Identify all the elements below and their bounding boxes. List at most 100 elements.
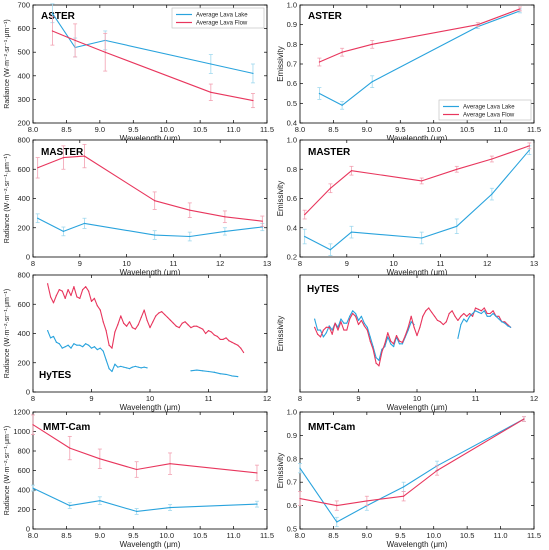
y-tick-label: 0.8 bbox=[287, 454, 297, 463]
data-point bbox=[225, 337, 227, 339]
data-point bbox=[349, 318, 351, 320]
y-tick-label: 0.6 bbox=[287, 501, 297, 510]
plot-frame bbox=[299, 411, 535, 530]
data-point bbox=[137, 324, 139, 326]
data-point bbox=[436, 319, 439, 322]
data-point bbox=[169, 319, 172, 321]
data-point bbox=[131, 327, 134, 329]
data-point bbox=[474, 310, 477, 312]
data-point bbox=[331, 329, 333, 331]
data-point bbox=[395, 334, 398, 337]
panel-title: HyTES bbox=[307, 284, 340, 295]
data-point bbox=[136, 510, 138, 513]
data-point bbox=[421, 180, 423, 182]
x-axis-label: Wavelength (μm) bbox=[387, 403, 448, 412]
data-point bbox=[117, 324, 119, 326]
data-point bbox=[120, 315, 122, 317]
data-point bbox=[69, 505, 71, 507]
data-point bbox=[341, 51, 343, 53]
x-axis-label: Wavelength (μm) bbox=[120, 134, 181, 143]
y-tick-label: 700 bbox=[17, 1, 30, 10]
data-point bbox=[83, 222, 86, 224]
data-point bbox=[314, 326, 316, 328]
data-point bbox=[85, 343, 87, 345]
data-point bbox=[234, 343, 236, 345]
data-point bbox=[350, 231, 353, 233]
x-tick-label: 8 bbox=[31, 259, 35, 268]
legend-box bbox=[438, 99, 532, 121]
data-point bbox=[134, 365, 136, 368]
data-point bbox=[299, 497, 301, 500]
data-point bbox=[489, 312, 491, 315]
data-point bbox=[460, 323, 462, 326]
x-tick-label: 8.5 bbox=[61, 531, 71, 540]
x-tick-label: 12 bbox=[530, 394, 538, 403]
y-axis-label: Emissivity bbox=[276, 316, 285, 352]
data-point bbox=[366, 329, 368, 331]
data-point bbox=[492, 312, 494, 315]
data-point bbox=[111, 370, 113, 373]
series-lake bbox=[35, 213, 265, 242]
x-tick-label: 9 bbox=[78, 259, 82, 268]
x-tick-label: 8.5 bbox=[328, 125, 338, 134]
y-tick-label: 0.8 bbox=[287, 165, 297, 174]
y-tick-label: 600 bbox=[17, 466, 30, 475]
data-point bbox=[140, 316, 142, 319]
data-point bbox=[52, 335, 55, 338]
x-tick-label: 13 bbox=[263, 259, 271, 268]
data-point bbox=[483, 310, 485, 312]
y-tick-label: 600 bbox=[17, 300, 30, 309]
data-point bbox=[523, 418, 525, 420]
data-point bbox=[189, 209, 191, 211]
x-tick-label: 10 bbox=[389, 259, 397, 268]
data-point bbox=[256, 472, 258, 474]
plot-frame bbox=[299, 274, 535, 393]
y-tick-label: 0 bbox=[26, 525, 30, 534]
x-tick-label: 10 bbox=[122, 259, 130, 268]
data-point bbox=[457, 319, 459, 322]
x-tick-label: 11 bbox=[472, 394, 480, 403]
data-point bbox=[393, 345, 395, 348]
data-point bbox=[477, 308, 480, 311]
data-point bbox=[337, 329, 339, 331]
y-tick-label: 200 bbox=[17, 505, 30, 514]
x-tick-label: 10.5 bbox=[193, 531, 208, 540]
data-point bbox=[32, 487, 34, 489]
chart-panel-6: 8 9 10 11 12 Wavelength (μm) Emissivity HyTES bbox=[276, 274, 538, 412]
data-point bbox=[169, 463, 171, 465]
data-point bbox=[316, 329, 319, 331]
data-point bbox=[363, 322, 365, 324]
data-point bbox=[299, 467, 301, 469]
data-point bbox=[70, 347, 72, 349]
data-point bbox=[378, 359, 380, 361]
data-point bbox=[407, 329, 409, 331]
x-axis-label: Wavelength (μm) bbox=[387, 268, 448, 277]
data-point bbox=[378, 365, 380, 367]
data-point bbox=[398, 343, 401, 345]
data-point bbox=[210, 91, 212, 93]
data-point bbox=[504, 321, 506, 323]
data-point bbox=[222, 338, 224, 340]
data-point bbox=[76, 296, 78, 298]
data-point bbox=[469, 315, 471, 317]
data-point bbox=[507, 325, 509, 327]
data-point bbox=[210, 331, 213, 333]
data-point bbox=[466, 315, 468, 317]
data-point bbox=[319, 336, 322, 338]
data-point bbox=[403, 495, 405, 497]
data-point bbox=[401, 343, 403, 345]
panel-title: MASTER bbox=[308, 147, 351, 158]
y-tick-label: 400 bbox=[17, 194, 30, 203]
x-tick-label: 9.0 bbox=[95, 531, 105, 540]
data-point bbox=[204, 332, 207, 335]
data-point bbox=[111, 347, 113, 349]
y-tick-label: 400 bbox=[17, 486, 30, 495]
data-point bbox=[366, 326, 368, 328]
data-point bbox=[32, 424, 34, 426]
data-point bbox=[114, 331, 116, 333]
data-point bbox=[64, 346, 66, 348]
y-tick-label: 0.7 bbox=[287, 478, 297, 487]
data-point bbox=[469, 312, 471, 315]
x-tick-label: 9 bbox=[89, 394, 93, 403]
data-point bbox=[102, 350, 104, 352]
